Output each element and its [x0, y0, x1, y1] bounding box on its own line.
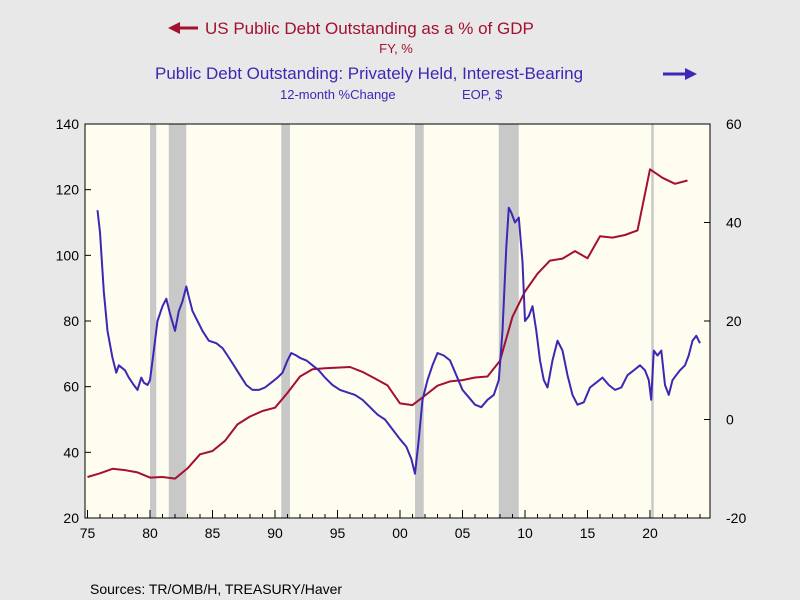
- series-layer: [87, 168, 701, 480]
- recession-band-4: [498, 124, 519, 518]
- x-tick-label: 20: [642, 525, 658, 541]
- left-tick-label: 140: [56, 116, 80, 132]
- legend-series1-arrowhead-icon: [168, 22, 180, 34]
- source-note: Sources: TR/OMB/H, TREASURY/Haver: [90, 581, 342, 597]
- recession-band-2: [281, 124, 290, 518]
- x-tick-label: 15: [580, 525, 596, 541]
- legend: US Public Debt Outstanding as a % of GDP…: [155, 19, 697, 102]
- x-tick-label: 85: [205, 525, 221, 541]
- legend-series1-title: US Public Debt Outstanding as a % of GDP: [205, 19, 534, 38]
- x-axis: 75 80 85 90 95 00 05 10 15 20: [80, 510, 701, 541]
- legend-series2-subtitle-b: EOP, $: [462, 87, 503, 102]
- x-tick-label: 00: [392, 525, 408, 541]
- legend-series2-arrowhead-icon: [685, 68, 697, 80]
- x-tick-label: 80: [142, 525, 158, 541]
- recession-band-0: [150, 124, 157, 518]
- left-tick-label: 20: [63, 510, 79, 526]
- left-tick-label: 120: [56, 182, 80, 198]
- x-tick-label: 05: [455, 525, 471, 541]
- left-tick-label: 60: [63, 379, 79, 395]
- right-tick-label: 0: [726, 412, 734, 428]
- legend-series2-title: Public Debt Outstanding: Privately Held,…: [155, 64, 583, 83]
- left-tick-label: 100: [56, 247, 80, 263]
- x-tick-label: 10: [517, 525, 533, 541]
- right-tick-label: 20: [726, 313, 742, 329]
- plot-area: [85, 124, 710, 518]
- x-tick-label: 75: [80, 525, 96, 541]
- x-tick-label: 95: [330, 525, 346, 541]
- legend-series2-subtitle-a: 12-month %Change: [280, 87, 396, 102]
- series-line-2: [96, 206, 701, 475]
- right-axis: -20 0 20 40 60: [704, 116, 746, 526]
- legend-series1-subtitle: FY, %: [379, 41, 413, 56]
- right-tick-label: 40: [726, 215, 742, 231]
- recession-band-5: [651, 124, 654, 518]
- left-tick-label: 40: [63, 444, 79, 460]
- left-axis: 20 40 60 80 100 120 140: [56, 116, 91, 526]
- x-tick-label: 90: [267, 525, 283, 541]
- series-line-1: [87, 168, 688, 480]
- right-tick-label: -20: [726, 510, 746, 526]
- left-tick-label: 80: [63, 313, 79, 329]
- recession-band-3: [415, 124, 424, 518]
- right-tick-label: 60: [726, 116, 742, 132]
